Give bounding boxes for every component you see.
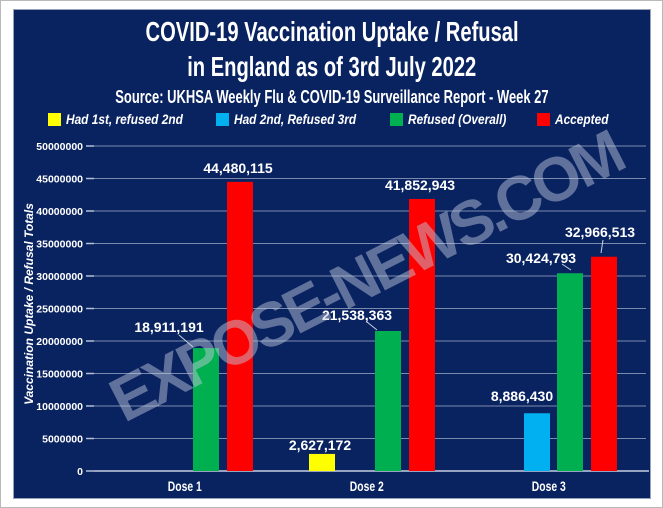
- chart-title-line1: COVID-19 Vaccination Uptake / Refusal: [13, 16, 651, 48]
- y-axis-tick-label: 30000000: [36, 271, 83, 283]
- legend: Had 1st, refused 2nd Had 2nd, Refused 3r…: [13, 109, 651, 129]
- bar-dose-3-had-2nd-refused-3rd: [524, 413, 550, 471]
- value-label-dose-2-accepted: 41,852,943: [385, 177, 455, 193]
- y-axis-tick-label: 45000000: [36, 174, 83, 186]
- y-axis-tick-label: 15000000: [36, 369, 83, 381]
- legend-swatch-yellow: [48, 112, 62, 126]
- chart-source: Source: UKHSA Weekly Flu & COVID-19 Surv…: [13, 87, 651, 108]
- x-axis-label-dose-2: Dose 2: [350, 479, 384, 494]
- legend-item-refused-overall: Refused (Overall): [390, 112, 520, 127]
- legend-swatch-green: [390, 112, 403, 126]
- legend-swatch-red: [536, 112, 550, 126]
- legend-swatch-blue: [216, 112, 230, 126]
- value-label-dose-3-accepted: 32,966,513: [565, 224, 635, 240]
- bar-dose-3-accepted: [591, 256, 617, 471]
- bar-dose-1-refused-overall: [193, 348, 219, 471]
- leader-line: [366, 321, 378, 331]
- legend-item-accepted: Accepted: [536, 111, 616, 127]
- value-label-dose-3-refused-overall: 30,424,793: [506, 250, 576, 266]
- legend-item-had-1st-refused-2nd: Had 1st, refused 2nd: [48, 112, 199, 127]
- value-label-dose-3-had-2nd-refused-3rd: 8,886,430: [491, 388, 553, 404]
- y-axis-tick-label: 20000000: [36, 336, 83, 348]
- chart-title-line2-text: in England as of 3rd July 2022: [187, 51, 477, 82]
- y-axis-tick-label: 40000000: [36, 206, 83, 218]
- bar-dose-2-had-1st-refused-2nd: [309, 453, 335, 471]
- y-axis-tick-label: 5000000: [42, 434, 83, 446]
- value-label-dose-1-accepted: 44,480,115: [203, 160, 273, 176]
- bar-dose-3-refused-overall: [557, 273, 583, 471]
- legend-label: Refused (Overall): [408, 111, 507, 127]
- legend-label: Accepted: [554, 111, 609, 127]
- leader-line: [561, 263, 572, 271]
- bar-dose-2-refused-overall: [375, 331, 401, 471]
- bar-dose-1-accepted: [227, 181, 253, 471]
- value-label-dose-1-refused-overall: 18,911,191: [134, 319, 204, 335]
- y-axis-title: Vaccination Uptake / Refusal Totals: [22, 203, 36, 405]
- value-label-dose-2-refused-overall: 21,538,363: [322, 307, 392, 323]
- chart-title-line1-text: COVID-19 Vaccination Uptake / Refusal: [145, 16, 519, 47]
- leader-line: [178, 334, 194, 348]
- legend-label: Had 2nd, Refused 3rd: [234, 111, 357, 127]
- y-axis-tick-label: 35000000: [36, 239, 83, 251]
- chart-source-text: Source: UKHSA Weekly Flu & COVID-19 Surv…: [115, 87, 549, 107]
- leader-line: [600, 239, 604, 254]
- y-axis-tick-label: 0: [77, 466, 83, 478]
- y-axis-tick-label: 10000000: [36, 401, 83, 413]
- x-axis-label-dose-3: Dose 3: [532, 479, 566, 494]
- chart-title-line2: in England as of 3rd July 2022: [13, 51, 651, 83]
- legend-label: Had 1st, refused 2nd: [66, 111, 184, 127]
- y-axis-tick-label: 25000000: [36, 304, 83, 316]
- y-axis-tick-label: 50000000: [36, 141, 83, 153]
- bar-dose-2-accepted: [409, 198, 435, 471]
- value-label-dose-2-had-1st-refused-2nd: 2,627,172: [289, 437, 351, 453]
- legend-item-had-2nd-refused-3rd: Had 2nd, Refused 3rd: [216, 112, 373, 127]
- x-axis-label-dose-1: Dose 1: [168, 479, 202, 494]
